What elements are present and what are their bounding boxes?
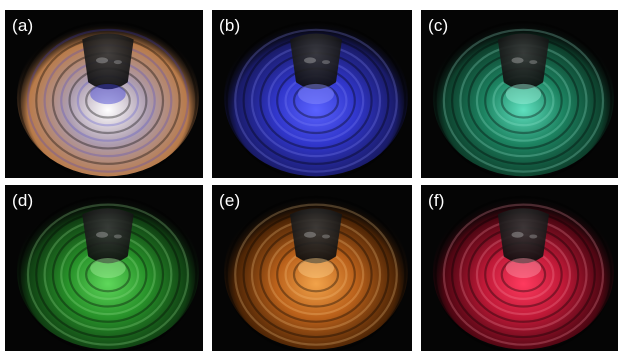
panel-b: (b) xyxy=(212,10,412,178)
interference-image-f xyxy=(432,193,615,351)
panel-d: (d) xyxy=(5,185,203,351)
panel-label: (e) xyxy=(219,191,241,210)
panel-f: (f) xyxy=(421,185,618,351)
panel-a: (a) xyxy=(5,10,203,178)
interference-image-b xyxy=(224,18,408,178)
panel-label: (f) xyxy=(428,191,445,210)
panel-e: (e) xyxy=(212,185,412,351)
panel-label: (b) xyxy=(219,16,241,35)
panel-label: (d) xyxy=(12,191,34,210)
interference-image-d xyxy=(16,193,200,351)
interference-image-e xyxy=(224,193,408,351)
panel-label: (a) xyxy=(12,16,34,35)
panel-c: (c) xyxy=(421,10,618,178)
interference-image-c xyxy=(432,18,615,178)
panel-label: (c) xyxy=(428,16,449,35)
interference-image-a xyxy=(16,18,200,178)
